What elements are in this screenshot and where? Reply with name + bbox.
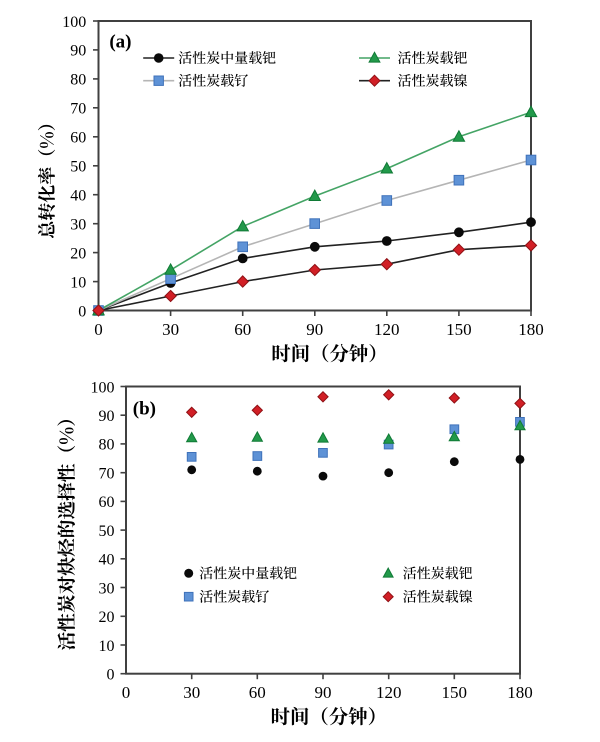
svg-text:90: 90 [315, 683, 332, 702]
svg-text:0: 0 [78, 303, 86, 320]
svg-text:60: 60 [99, 494, 115, 511]
svg-text:90: 90 [99, 408, 115, 425]
svg-text:30: 30 [99, 580, 115, 597]
svg-text:120: 120 [376, 683, 402, 702]
svg-text:40: 40 [99, 552, 115, 569]
svg-text:50: 50 [99, 523, 115, 540]
svg-text:0: 0 [94, 320, 103, 339]
svg-text:0: 0 [107, 667, 115, 684]
svg-text:50: 50 [70, 159, 86, 176]
svg-text:80: 80 [99, 437, 115, 454]
svg-text:10: 10 [70, 274, 86, 291]
svg-text:60: 60 [234, 320, 251, 339]
svg-text:0: 0 [122, 683, 131, 702]
svg-text:30: 30 [183, 683, 200, 702]
svg-text:80: 80 [70, 72, 86, 89]
svg-text:100: 100 [62, 14, 86, 31]
svg-text:180: 180 [518, 320, 544, 339]
svg-text:90: 90 [70, 43, 86, 60]
svg-text:20: 20 [70, 245, 86, 262]
svg-text:180: 180 [507, 683, 533, 702]
svg-text:20: 20 [99, 609, 115, 626]
svg-text:70: 70 [70, 101, 86, 118]
svg-text:(a): (a) [109, 32, 131, 53]
svg-text:(b): (b) [133, 399, 156, 420]
svg-text:40: 40 [70, 188, 86, 205]
svg-text:60: 60 [70, 130, 86, 147]
svg-text:150: 150 [442, 683, 468, 702]
svg-text:30: 30 [70, 217, 86, 234]
svg-text:60: 60 [249, 683, 266, 702]
svg-text:70: 70 [99, 466, 115, 483]
svg-text:30: 30 [162, 320, 179, 339]
svg-text:100: 100 [91, 379, 115, 396]
svg-text:90: 90 [306, 320, 323, 339]
svg-text:150: 150 [446, 320, 472, 339]
svg-text:10: 10 [99, 638, 115, 655]
svg-text:120: 120 [374, 320, 400, 339]
